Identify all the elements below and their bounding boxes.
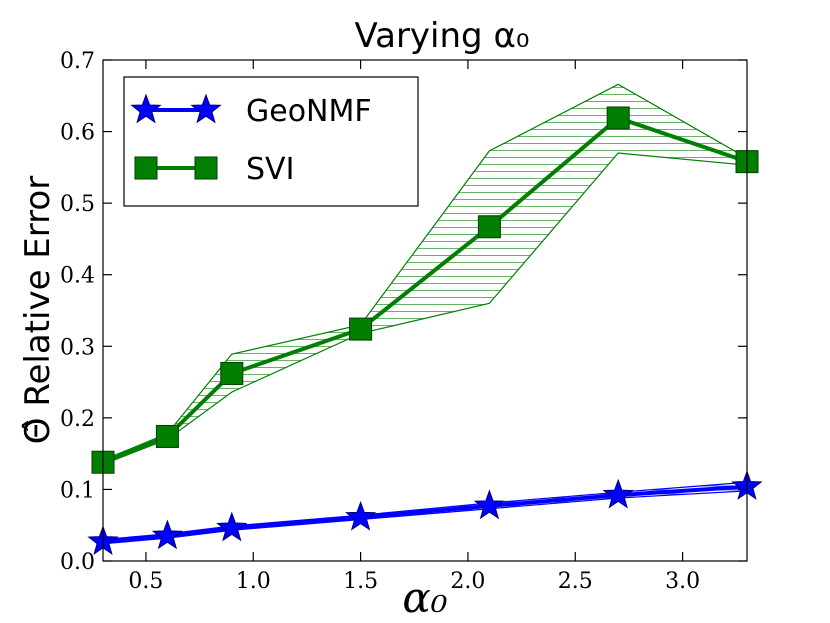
- x-tick-label: 3.0: [665, 569, 700, 594]
- legend-geonmf-marker: [190, 93, 222, 124]
- svi-point: [155, 424, 179, 448]
- legend-box: [123, 76, 419, 207]
- x-tick-label: 0.5: [128, 569, 163, 594]
- svi-point: [477, 215, 501, 239]
- y-axis: 0.0 0.1 0.2 0.3 0.4 0.5 0.6 0.7: [60, 49, 747, 575]
- svi-point: [606, 106, 630, 130]
- legend-geonmf-label: GeoNMF: [246, 94, 372, 129]
- y-tick-label: 0.5: [60, 192, 95, 217]
- geonmf-point: [344, 500, 377, 531]
- geonmf-point: [473, 489, 506, 520]
- x-tick-label: 1.0: [236, 569, 271, 594]
- y-tick-label: 0.3: [60, 335, 95, 360]
- svi-point: [220, 361, 244, 385]
- legend-svi-marker: [134, 156, 158, 180]
- legend-svi-marker: [194, 156, 218, 180]
- y-axis-label: Θ̂ Relative Error: [18, 176, 58, 444]
- geonmf-point: [151, 519, 184, 550]
- plot-frame: [102, 59, 748, 562]
- legend-geonmf-marker: [130, 93, 162, 124]
- y-tick-label: 0.7: [60, 49, 95, 74]
- geonmf-band-lower: [103, 490, 747, 545]
- x-tick-label: 2.0: [450, 569, 485, 594]
- geonmf-point: [602, 478, 634, 509]
- y-tick-label: 0.1: [60, 478, 95, 503]
- x-tick-label: 1.5: [343, 569, 378, 594]
- svi-band: [103, 84, 747, 465]
- plot-title: Varying α₀: [355, 16, 530, 56]
- y-tick-label: 0.2: [60, 407, 95, 432]
- legend: GeoNMF SVI: [123, 76, 419, 207]
- markers-layer: [87, 106, 763, 555]
- y-tick-label: 0.0: [60, 550, 95, 575]
- geonmf-point: [216, 511, 248, 542]
- x-axis: 0.5 1.0 1.5 2.0 2.5 3.0: [128, 60, 700, 594]
- x-axis-label: α₀: [402, 573, 447, 622]
- y-tick-label: 0.4: [60, 264, 95, 289]
- chart-title: Varying α₀: [355, 16, 530, 56]
- x-tick-label: 2.5: [558, 569, 593, 594]
- svi-point: [349, 317, 373, 341]
- y-tick-label: 0.6: [60, 121, 95, 146]
- legend-svi-label: SVI: [246, 152, 294, 187]
